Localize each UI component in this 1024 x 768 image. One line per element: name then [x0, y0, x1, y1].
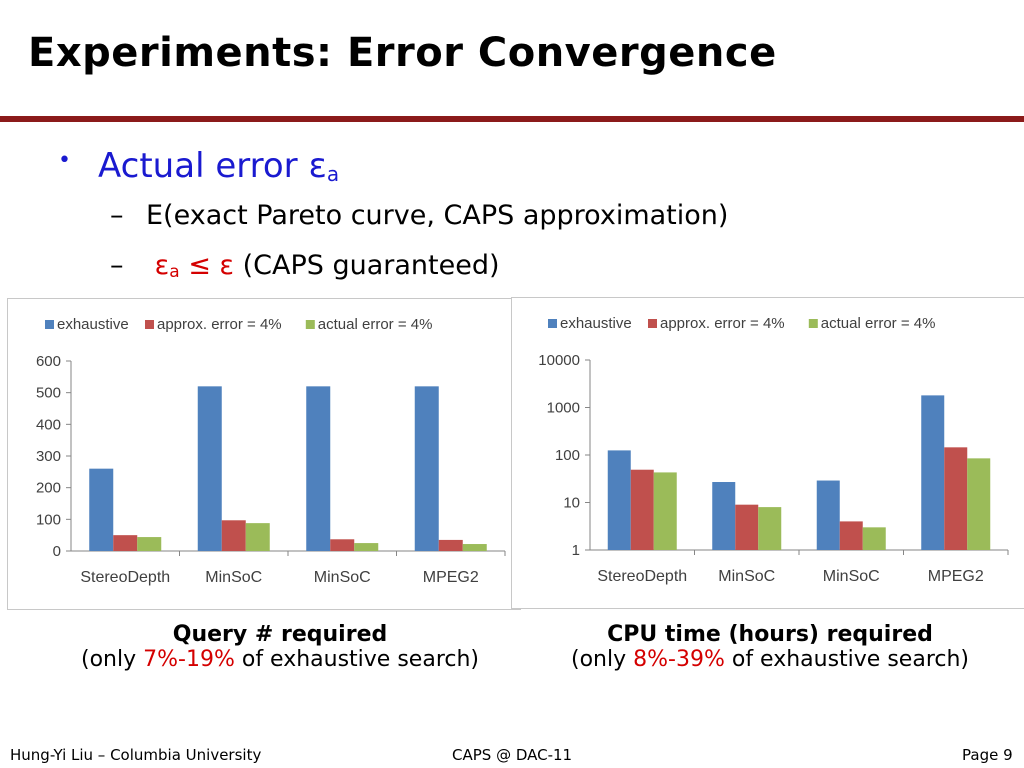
footer-page-number: Page 9 [962, 746, 1013, 764]
caption-right-detail: (only 8%-39% of exhaustive search) [570, 647, 969, 672]
legend-label: actual error = 4% [318, 316, 433, 333]
bar-approx [630, 469, 654, 550]
y-tick-label: 100 [36, 511, 61, 528]
bar-exhaustive [607, 450, 631, 550]
y-tick-label: 1000 [547, 400, 580, 417]
x-tick-label: StereoDepth [80, 569, 170, 586]
y-tick-label: 400 [36, 416, 61, 433]
legend-label: exhaustive [560, 315, 632, 332]
legend-swatch [45, 320, 54, 329]
caption-right-title: CPU time (hours) required [607, 622, 933, 647]
legend-label: exhaustive [57, 316, 129, 333]
sub-bullet-text: E(exact Pareto curve, CAPS approximation… [146, 200, 729, 231]
slide-title: Experiments: Error Convergence [28, 30, 777, 76]
y-tick-label: 100 [555, 447, 580, 464]
legend-label: approx. error = 4% [157, 316, 282, 333]
x-tick-label: MinSoC [718, 568, 775, 585]
footer-conference: CAPS @ DAC-11 [452, 746, 573, 764]
bar-approx [735, 504, 759, 550]
bullet-dot-icon: • [58, 148, 71, 173]
legend-label: approx. error = 4% [660, 315, 785, 332]
x-tick-label: StereoDepth [597, 568, 687, 585]
bar-exhaustive [921, 395, 945, 550]
x-tick-label: MinSoC [205, 569, 262, 586]
y-tick-label: 600 [36, 353, 61, 370]
bar-actual [653, 472, 677, 550]
bar-actual [137, 537, 162, 551]
x-tick-label: MPEG2 [423, 569, 479, 586]
bar-actual [245, 523, 270, 551]
bar-approx [438, 539, 463, 551]
bar-actual [354, 543, 379, 551]
bar-exhaustive [306, 386, 331, 551]
chart-query-count: exhaustive approx. error = 4% actual error… [7, 298, 521, 610]
bar-exhaustive [89, 468, 114, 551]
bar-approx [944, 447, 968, 550]
bar-approx [221, 520, 246, 551]
bar-actual [462, 544, 487, 551]
legend-swatch [808, 319, 818, 328]
guarantee-text: (CAPS guaranteed) [234, 250, 500, 281]
bar-exhaustive [414, 386, 439, 551]
sub-bullet-guarantee: – εa ≤ ε (CAPS guaranteed) [110, 250, 500, 282]
legend-swatch [145, 320, 154, 329]
footer-author: Hung-Yi Liu – Columbia University [10, 746, 262, 764]
y-tick-label: 1 [572, 542, 580, 559]
eps-a: εa [154, 250, 180, 282]
bar-exhaustive [712, 482, 736, 550]
bar-exhaustive [197, 386, 222, 551]
bar-approx [330, 539, 355, 551]
caption-left-detail: (only 7%-19% of exhaustive search) [80, 647, 479, 672]
x-tick-label: MinSoC [823, 568, 880, 585]
x-tick-label: MPEG2 [928, 568, 984, 585]
y-tick-label: 10000 [538, 352, 580, 369]
bar-approx [839, 521, 863, 550]
bullet-label: Actual error εa [98, 146, 340, 186]
y-tick-label: 200 [36, 480, 61, 497]
bar-actual [758, 507, 782, 550]
chart-cpu-time-svg: exhaustive approx. error = 4% actual error… [538, 315, 1009, 585]
legend-swatch [305, 320, 315, 329]
caption-right: CPU time (hours) required (only 8%-39% o… [520, 622, 1020, 672]
chart-query-count-svg: exhaustive approx. error = 4% actual error… [36, 316, 506, 586]
leq-eps: ≤ ε [179, 250, 235, 281]
title-underline [0, 116, 1024, 122]
y-tick-label: 300 [36, 448, 61, 465]
bullet-actual-error: • Actual error εa [58, 146, 340, 186]
legend-swatch [648, 319, 657, 328]
caption-left-title: Query # required [172, 622, 388, 647]
bar-approx [113, 535, 138, 551]
legend-label: actual error = 4% [821, 315, 936, 332]
y-tick-label: 10 [563, 495, 580, 512]
y-tick-label: 0 [53, 543, 61, 560]
bar-actual [862, 527, 886, 550]
sub-bullet-definition: – E(exact Pareto curve, CAPS approximatio… [110, 200, 729, 231]
y-tick-label: 500 [36, 385, 61, 402]
chart-cpu-time: exhaustive approx. error = 4% actual error… [511, 297, 1024, 609]
caption-left: Query # required (only 7%-19% of exhaust… [30, 622, 530, 672]
x-tick-label: MinSoC [314, 569, 371, 586]
legend-swatch [548, 319, 557, 328]
bar-actual [967, 458, 991, 550]
bar-exhaustive [816, 480, 840, 550]
